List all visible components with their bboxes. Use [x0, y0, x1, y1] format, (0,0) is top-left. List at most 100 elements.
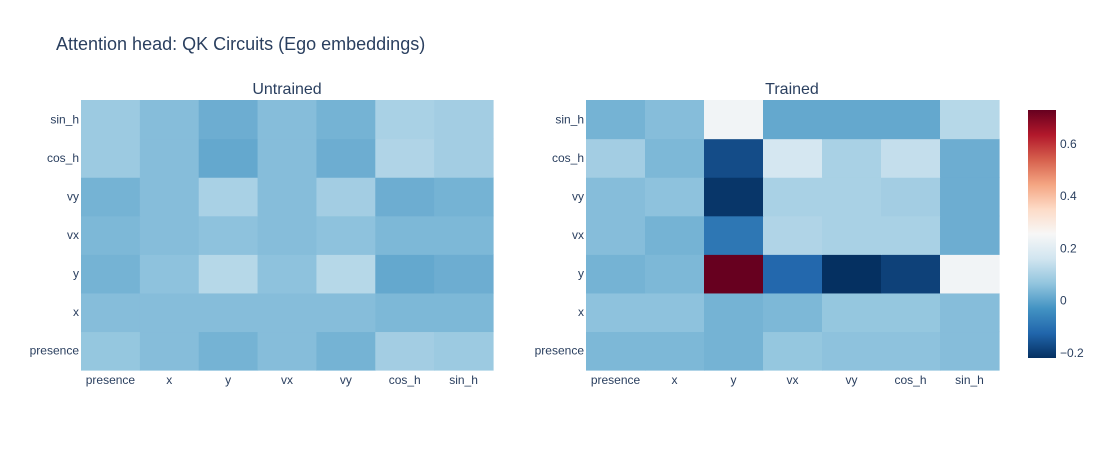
colorbar: −0.2 0 0.2 0.4 0.6 — [1028, 110, 1084, 360]
untrained-heatmap-cells — [81, 100, 494, 371]
trained-x-tick-x: x — [672, 373, 678, 387]
untrained-cell-presence-sin-h — [434, 331, 494, 371]
trained-cell-vy-y — [704, 177, 764, 217]
untrained-cell-sin-h-vx — [257, 100, 318, 140]
untrained-cell-sin-h-vy — [316, 100, 376, 140]
untrained-x-tick-presence: presence — [86, 373, 136, 387]
untrained-y-tick-vy: vy — [67, 189, 79, 203]
trained-cell-x-x — [645, 292, 705, 333]
untrained-cell-sin-h-cos-h — [375, 100, 435, 140]
untrained-cell-presence-presence — [81, 331, 141, 371]
untrained-cell-presence-y — [198, 331, 259, 371]
trained-cell-presence-x — [645, 331, 705, 371]
trained-cell-y-vy — [822, 254, 882, 294]
untrained-panel: Untrained presence x y vx vy cos_h sin_h prese… — [30, 81, 494, 387]
trained-x-tick-presence: presence — [591, 373, 641, 387]
trained-cell-vx-sin-h — [940, 215, 1000, 255]
untrained-x-tick-x: x — [166, 373, 172, 387]
untrained-cell-vy-x — [139, 177, 200, 217]
trained-cell-y-vx — [763, 254, 823, 294]
untrained-cell-x-cos-h — [375, 292, 435, 333]
untrained-cell-x-presence — [81, 292, 141, 333]
trained-cell-x-vy — [822, 292, 882, 333]
untrained-x-tick-sin-h: sin_h — [449, 373, 478, 387]
untrained-cell-x-sin-h — [434, 292, 494, 333]
trained-y-tick-presence: presence — [535, 344, 585, 358]
trained-cell-sin-h-cos-h — [881, 100, 941, 140]
untrained-y-tick-x: x — [73, 305, 79, 319]
trained-cell-sin-h-vx — [763, 100, 823, 140]
untrained-cell-vy-sin-h — [434, 177, 494, 217]
colorbar-tick-3: 0.4 — [1060, 189, 1077, 203]
untrained-cell-x-y — [198, 292, 259, 333]
trained-cell-y-y — [704, 254, 764, 294]
untrained-cell-sin-h-presence — [81, 100, 141, 140]
untrained-cell-cos-h-presence — [81, 138, 141, 178]
trained-panel: Trained presence x y vx vy cos_h sin_h presenc… — [535, 81, 1000, 387]
untrained-cell-x-x — [139, 292, 200, 333]
trained-cell-vx-x — [645, 215, 705, 255]
untrained-cell-vy-vy — [316, 177, 376, 217]
untrained-x-tick-vx: vx — [281, 373, 293, 387]
trained-cell-cos-h-x — [645, 138, 705, 178]
untrained-y-tick-sin-h: sin_h — [50, 112, 79, 126]
untrained-cell-vx-vy — [316, 215, 376, 255]
untrained-cell-vx-vx — [257, 215, 318, 255]
untrained-cell-presence-vy — [316, 331, 376, 371]
trained-x-tick-vx: vx — [787, 373, 799, 387]
colorbar-tick-labels: −0.2 0 0.2 0.4 0.6 — [1060, 137, 1084, 360]
trained-cell-vx-vy — [822, 215, 882, 255]
untrained-panel-title: Untrained — [252, 81, 321, 98]
untrained-cell-presence-x — [139, 331, 200, 371]
untrained-cell-vx-cos-h — [375, 215, 435, 255]
colorbar-gradient — [1028, 110, 1056, 358]
trained-cell-y-presence — [586, 254, 646, 294]
untrained-cell-cos-h-y — [198, 138, 259, 178]
colorbar-tick-0: −0.2 — [1060, 346, 1084, 360]
trained-cell-cos-h-presence — [586, 138, 646, 178]
trained-y-tick-sin-h: sin_h — [555, 112, 584, 126]
untrained-y-tick-presence: presence — [30, 344, 80, 358]
untrained-y-tick-cos-h: cos_h — [47, 151, 79, 165]
trained-cell-vx-y — [704, 215, 764, 255]
trained-cell-presence-cos-h — [881, 331, 941, 371]
trained-x-tick-y: y — [731, 373, 737, 387]
untrained-cell-vy-vx — [257, 177, 318, 217]
colorbar-tick-4: 0.6 — [1060, 137, 1077, 151]
trained-cell-vy-vx — [763, 177, 823, 217]
trained-cell-cos-h-cos-h — [881, 138, 941, 178]
untrained-cell-cos-h-x — [139, 138, 200, 178]
untrained-cell-sin-h-y — [198, 100, 259, 140]
untrained-cell-sin-h-x — [139, 100, 200, 140]
trained-y-tick-vy: vy — [572, 189, 584, 203]
untrained-cell-presence-cos-h — [375, 331, 435, 371]
untrained-cell-y-cos-h — [375, 254, 435, 294]
trained-cell-cos-h-y — [704, 138, 764, 178]
untrained-x-tick-labels: presence x y vx vy cos_h sin_h — [86, 373, 478, 387]
trained-cell-vx-vx — [763, 215, 823, 255]
trained-y-tick-vx: vx — [572, 228, 584, 242]
untrained-cell-vx-x — [139, 215, 200, 255]
trained-cell-presence-presence — [586, 331, 646, 371]
trained-cell-cos-h-sin-h — [940, 138, 1000, 178]
untrained-cell-y-presence — [81, 254, 141, 294]
trained-cell-x-sin-h — [940, 292, 1000, 333]
trained-cell-sin-h-y — [704, 100, 764, 140]
trained-y-tick-labels: presence x y vx vy cos_h sin_h — [535, 112, 585, 357]
trained-cell-x-y — [704, 292, 764, 333]
untrained-cell-y-x — [139, 254, 200, 294]
trained-cell-vy-cos-h — [881, 177, 941, 217]
trained-cell-vy-x — [645, 177, 705, 217]
untrained-x-tick-vy: vy — [340, 373, 352, 387]
untrained-cell-cos-h-sin-h — [434, 138, 494, 178]
colorbar-tick-1: 0 — [1060, 294, 1067, 308]
trained-cell-presence-sin-h — [940, 331, 1000, 371]
trained-cell-y-x — [645, 254, 705, 294]
trained-cell-y-cos-h — [881, 254, 941, 294]
trained-cell-presence-vy — [822, 331, 882, 371]
trained-panel-title: Trained — [765, 81, 819, 98]
trained-cell-presence-vx — [763, 331, 823, 371]
untrained-y-tick-vx: vx — [67, 228, 79, 242]
trained-cell-y-sin-h — [940, 254, 1000, 294]
